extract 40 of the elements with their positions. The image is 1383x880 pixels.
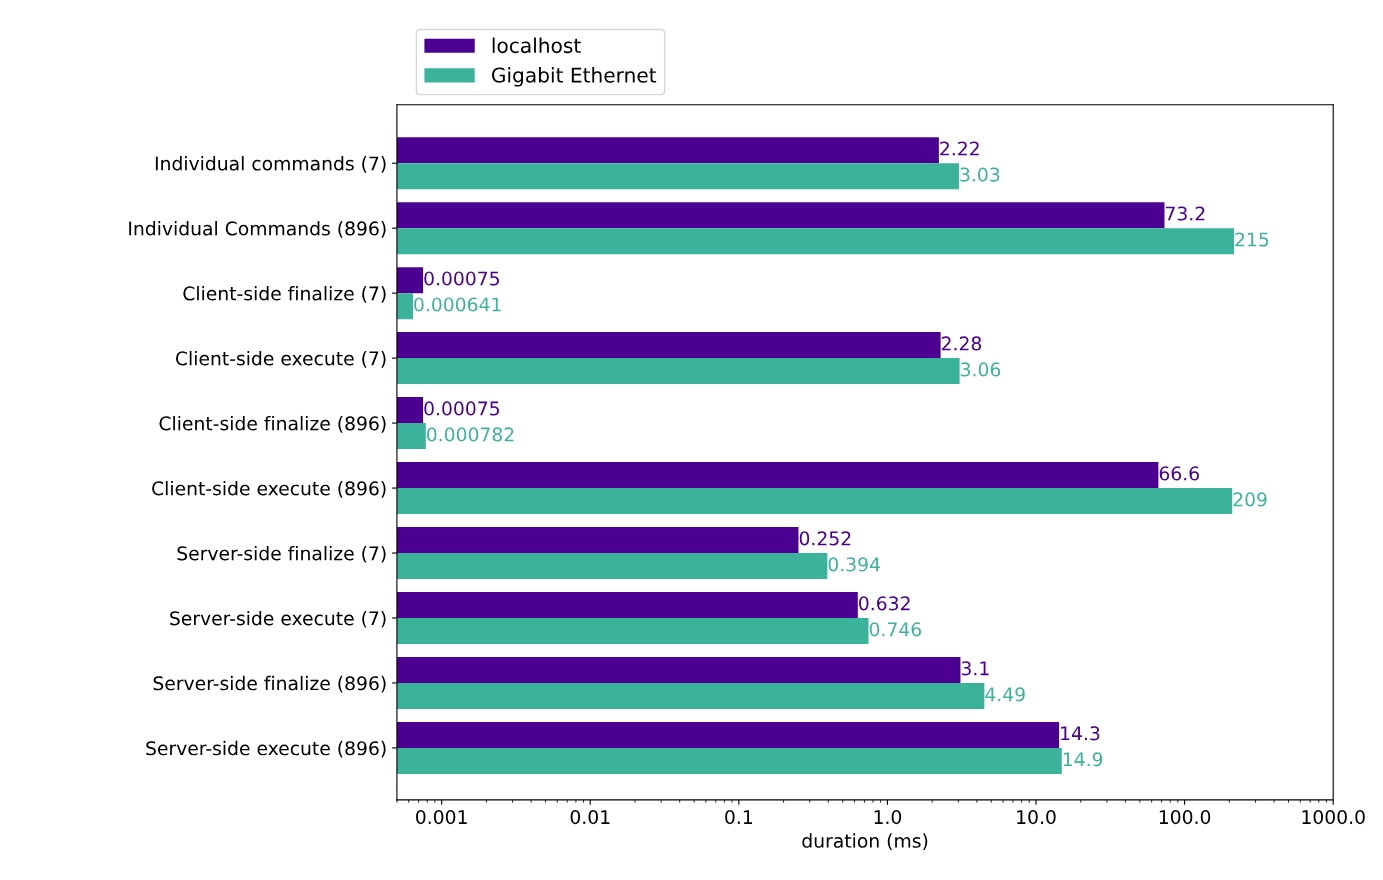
data-label: 0.746 [869, 622, 922, 637]
x-tick-label: 1000.0 [1302, 809, 1365, 825]
x-tick-label: 100.0 [1159, 809, 1211, 825]
data-label: 3.1 [961, 661, 989, 676]
data-label: 0.000641 [414, 297, 501, 312]
x-tick-label: 0.1 [725, 809, 753, 825]
data-label: 0.00075 [424, 271, 499, 286]
y-tick-label: Client-side execute (7) [175, 350, 386, 368]
data-label: 0.252 [799, 531, 851, 546]
data-label: 0.00075 [424, 401, 499, 416]
x-tick-label: 1.0 [874, 809, 902, 825]
data-label: 0.394 [828, 557, 880, 572]
x-tick-label: 0.001 [416, 809, 467, 825]
y-tick-label: Server-side execute (7) [170, 610, 386, 628]
legend-label: Gigabit Ethernet [492, 67, 657, 87]
data-label: 4.49 [985, 687, 1025, 702]
data-label: 14.3 [1061, 726, 1100, 741]
legend-label: localhost [492, 37, 581, 54]
data-label: 209 [1233, 492, 1267, 507]
y-tick-label: Client-side finalize (7) [183, 286, 386, 303]
data-label: 73.2 [1166, 206, 1205, 221]
y-tick-label: Individual Commands (896) [129, 221, 386, 238]
data-label: 66.6 [1159, 466, 1199, 481]
data-label: 3.03 [960, 167, 1000, 182]
y-tick-label: Individual commands (7) [155, 156, 386, 173]
y-tick-label: Server-side finalize (896) [153, 675, 386, 693]
y-tick-label: Server-side execute (896) [146, 740, 386, 758]
data-label: 215 [1235, 232, 1269, 247]
y-tick-label: Server-side finalize (7) [177, 545, 386, 563]
data-label: 0.000782 [427, 427, 514, 442]
data-label: 2.22 [940, 141, 979, 156]
y-tick-label: Client-side finalize (896) [159, 415, 386, 433]
x-axis-title: duration (ms) [802, 833, 928, 851]
data-label: 2.28 [941, 336, 982, 351]
y-tick-label: Client-side execute (896) [152, 480, 386, 498]
x-tick-label: 0.01 [570, 809, 610, 825]
data-label: 0.632 [859, 596, 910, 611]
x-tick-label: 10.0 [1017, 809, 1056, 825]
data-label: 3.06 [961, 362, 1001, 377]
data-label: 14.9 [1063, 752, 1103, 767]
